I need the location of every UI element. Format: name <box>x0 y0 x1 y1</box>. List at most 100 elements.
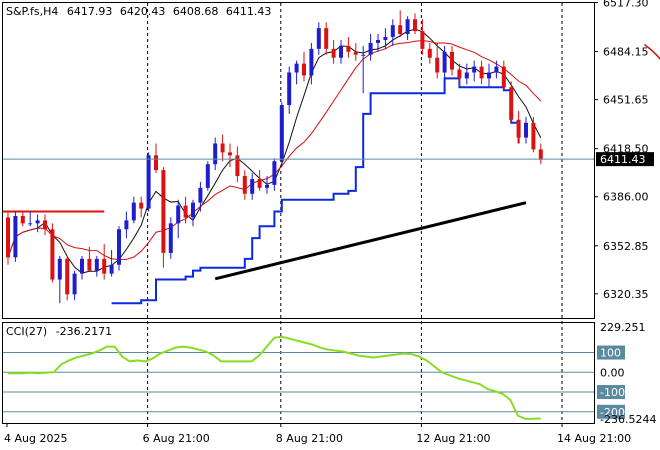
candle-body[interactable] <box>450 51 454 70</box>
candle-body[interactable] <box>72 273 77 295</box>
candle-body[interactable] <box>168 223 173 253</box>
candle-body[interactable] <box>316 28 321 49</box>
price-tick-label: 6386.00 <box>603 191 649 204</box>
candle-body[interactable] <box>205 164 210 188</box>
price-tick-label: 6484.15 <box>603 46 649 59</box>
candle-body[interactable] <box>94 258 99 271</box>
cci-level-badge <box>597 385 625 400</box>
candle-body[interactable] <box>146 155 151 209</box>
candle-body[interactable] <box>524 122 528 138</box>
candle-body[interactable] <box>390 25 395 38</box>
candle-body[interactable] <box>302 63 306 76</box>
candle-body[interactable] <box>413 19 417 32</box>
candle-body[interactable] <box>420 31 425 49</box>
current-price-label: 6411.43 <box>600 153 646 166</box>
candle-body[interactable] <box>464 72 469 79</box>
time-tick-label: 8 Aug 21:00 <box>276 432 343 445</box>
candle-body[interactable] <box>161 170 166 253</box>
candle-body[interactable] <box>250 178 255 194</box>
candle-body[interactable] <box>509 87 514 120</box>
candle-body[interactable] <box>242 176 247 194</box>
candle-body[interactable] <box>383 37 388 40</box>
candle-body[interactable] <box>361 54 366 56</box>
candle-body[interactable] <box>80 258 84 274</box>
ohlc-open: 6417.93 <box>67 5 113 18</box>
candle-body[interactable] <box>405 19 410 35</box>
candle-body[interactable] <box>435 57 440 73</box>
price-tick-label: 6320.35 <box>603 288 649 301</box>
candle-body[interactable] <box>257 178 262 188</box>
candle-body[interactable] <box>220 143 225 153</box>
candle-body[interactable] <box>35 220 40 224</box>
time-axis: 4 Aug 2025 6 Aug 21:00 8 Aug 21:00 12 Aug 2… <box>4 423 631 445</box>
candle-body[interactable] <box>109 264 114 274</box>
candle-body[interactable] <box>531 122 536 150</box>
candle-body[interactable] <box>43 220 47 230</box>
ohlc-header: S&P.fs,H4 6417.93 6420.43 6408.68 6411.4… <box>6 5 271 18</box>
cci-tick-label: 0.00 <box>600 366 625 379</box>
price-tick-label: 6352.85 <box>603 240 649 253</box>
candles[interactable] <box>6 10 543 304</box>
candle-body[interactable] <box>487 72 491 79</box>
candle-body[interactable] <box>20 215 25 224</box>
candle-body[interactable] <box>176 205 181 224</box>
price-tick-label: 6451.65 <box>603 94 649 107</box>
candle-body[interactable] <box>494 66 499 73</box>
support-channel-line <box>111 77 520 305</box>
candle-body[interactable] <box>183 205 188 218</box>
candle-body[interactable] <box>50 229 55 280</box>
candle-body[interactable] <box>117 229 121 265</box>
candle-body[interactable] <box>516 119 521 138</box>
candle-body[interactable] <box>472 66 477 73</box>
candle-body[interactable] <box>287 72 292 106</box>
candle-body[interactable] <box>213 143 218 165</box>
candle-body[interactable] <box>57 258 62 280</box>
cci-tick-label: -236.5244 <box>600 413 656 426</box>
candle-body[interactable] <box>65 258 70 295</box>
candle-body[interactable] <box>442 51 447 73</box>
price-overlays <box>3 28 660 305</box>
main-panel-frame <box>2 2 595 319</box>
candle-body[interactable] <box>139 202 144 209</box>
cci-line <box>8 335 541 420</box>
candle-body[interactable] <box>265 184 269 188</box>
cci-header: CCI(27) -236.2171 <box>6 325 112 338</box>
candle-body[interactable] <box>228 152 232 156</box>
candle-body[interactable] <box>309 48 314 76</box>
candle-body[interactable] <box>191 202 195 218</box>
candle-body[interactable] <box>6 217 10 258</box>
vertical-grid <box>147 3 563 423</box>
candle-body[interactable] <box>346 45 351 52</box>
candle-body[interactable] <box>87 258 92 271</box>
candle-body[interactable] <box>398 25 403 35</box>
candle-body[interactable] <box>368 42 373 55</box>
candle-body[interactable] <box>124 220 129 230</box>
candle-body[interactable] <box>272 161 277 185</box>
candle-body[interactable] <box>331 48 336 58</box>
cci-name: CCI(27) <box>6 325 47 338</box>
candle-body[interactable] <box>279 105 284 162</box>
candle-body[interactable] <box>376 39 380 43</box>
chart-symbol: S&P.fs,H4 <box>6 5 58 18</box>
candle-body[interactable] <box>235 155 240 177</box>
candle-body[interactable] <box>324 28 329 49</box>
candle-body[interactable] <box>339 45 343 58</box>
candle-body[interactable] <box>501 66 506 88</box>
candle-body[interactable] <box>28 223 33 225</box>
candle-body[interactable] <box>102 258 107 274</box>
candle-body[interactable] <box>479 66 484 79</box>
candle-body[interactable] <box>294 63 299 73</box>
candle-body[interactable] <box>538 149 543 160</box>
candle-body[interactable] <box>198 187 203 203</box>
price-axis: 6517.306484.156451.656418.506386.006352.… <box>594 0 649 301</box>
candle-body[interactable] <box>457 69 462 79</box>
cci-level-badge <box>597 345 625 360</box>
cci-level-lines <box>3 352 594 413</box>
candle-body[interactable] <box>131 202 136 221</box>
candle-body[interactable] <box>353 51 358 55</box>
candle-body[interactable] <box>427 48 432 58</box>
candle-body[interactable] <box>13 215 18 258</box>
cci-tick-label: -100 <box>600 386 625 399</box>
candle-body[interactable] <box>154 155 158 171</box>
